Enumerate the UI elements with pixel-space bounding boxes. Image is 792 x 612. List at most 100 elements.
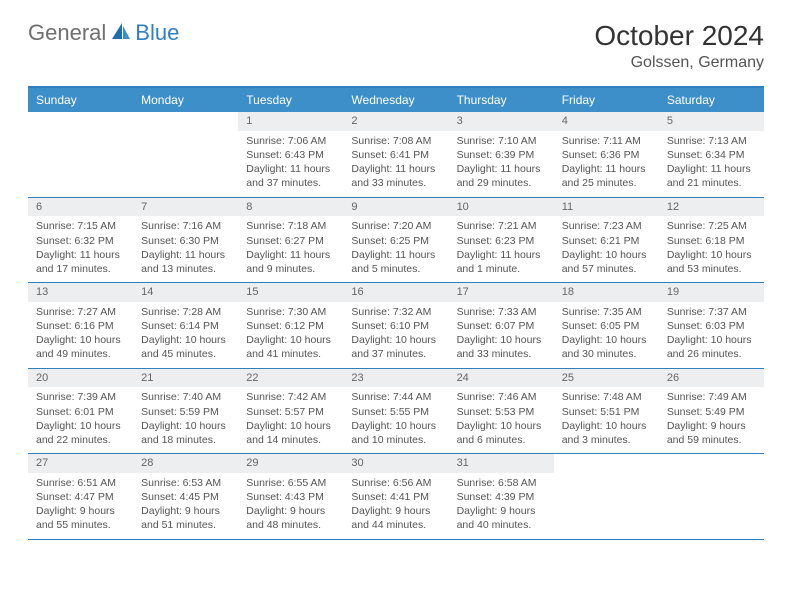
sunrise-text: Sunrise: 7:25 AM <box>667 219 756 233</box>
day-header: Monday <box>133 88 238 112</box>
day-number: 28 <box>133 454 238 473</box>
day-details: Sunrise: 7:23 AMSunset: 6:21 PMDaylight:… <box>554 216 659 282</box>
header: General Blue October 2024 Golssen, Germa… <box>28 20 764 72</box>
sunset-text: Sunset: 6:16 PM <box>36 319 125 333</box>
day-number: 16 <box>343 283 448 302</box>
day-header: Wednesday <box>343 88 448 112</box>
day-number: 3 <box>449 112 554 131</box>
daylight-text: Daylight: 9 hours and 40 minutes. <box>457 504 546 532</box>
sunset-text: Sunset: 6:01 PM <box>36 405 125 419</box>
calendar-row: 13Sunrise: 7:27 AMSunset: 6:16 PMDayligh… <box>28 283 764 369</box>
day-details: Sunrise: 7:27 AMSunset: 6:16 PMDaylight:… <box>28 302 133 368</box>
day-number: 18 <box>554 283 659 302</box>
sunrise-text: Sunrise: 7:28 AM <box>141 305 230 319</box>
calendar-cell: 18Sunrise: 7:35 AMSunset: 6:05 PMDayligh… <box>554 283 659 368</box>
day-details: Sunrise: 6:55 AMSunset: 4:43 PMDaylight:… <box>238 473 343 539</box>
daylight-text: Daylight: 11 hours and 17 minutes. <box>36 248 125 276</box>
daylight-text: Daylight: 10 hours and 18 minutes. <box>141 419 230 447</box>
sunrise-text: Sunrise: 7:40 AM <box>141 390 230 404</box>
sunset-text: Sunset: 6:36 PM <box>562 148 651 162</box>
sunset-text: Sunset: 6:07 PM <box>457 319 546 333</box>
calendar-header-row: Sunday Monday Tuesday Wednesday Thursday… <box>28 88 764 112</box>
sunrise-text: Sunrise: 6:56 AM <box>351 476 440 490</box>
sunset-text: Sunset: 6:03 PM <box>667 319 756 333</box>
day-header: Friday <box>554 88 659 112</box>
sail-icon <box>110 21 132 46</box>
daylight-text: Daylight: 10 hours and 10 minutes. <box>351 419 440 447</box>
sunrise-text: Sunrise: 6:58 AM <box>457 476 546 490</box>
sunset-text: Sunset: 6:32 PM <box>36 234 125 248</box>
calendar-cell: 29Sunrise: 6:55 AMSunset: 4:43 PMDayligh… <box>238 454 343 539</box>
daylight-text: Daylight: 10 hours and 41 minutes. <box>246 333 335 361</box>
sunrise-text: Sunrise: 7:30 AM <box>246 305 335 319</box>
day-details: Sunrise: 7:39 AMSunset: 6:01 PMDaylight:… <box>28 387 133 453</box>
daylight-text: Daylight: 11 hours and 1 minute. <box>457 248 546 276</box>
calendar-cell: 19 Sunrise: 7:37 AMSunset: 6:03 PMDayligh… <box>659 283 764 368</box>
day-details: Sunrise: 7:42 AMSunset: 5:57 PMDaylight:… <box>238 387 343 453</box>
day-number: 7 <box>133 198 238 217</box>
sunrise-text: Sunrise: 7:20 AM <box>351 219 440 233</box>
day-details: Sunrise: 7:16 AMSunset: 6:30 PMDaylight:… <box>133 216 238 282</box>
sunset-text: Sunset: 6:14 PM <box>141 319 230 333</box>
calendar-cell: 15Sunrise: 7:30 AMSunset: 6:12 PMDayligh… <box>238 283 343 368</box>
calendar-cell: 16Sunrise: 7:32 AMSunset: 6:10 PMDayligh… <box>343 283 448 368</box>
sunrise-text: Sunrise: 7:37 AM <box>667 305 756 319</box>
day-number: 5 <box>659 112 764 131</box>
daylight-text: Daylight: 11 hours and 13 minutes. <box>141 248 230 276</box>
day-details: Sunrise: 6:56 AMSunset: 4:41 PMDaylight:… <box>343 473 448 539</box>
calendar-cell: 7Sunrise: 7:16 AMSunset: 6:30 PMDaylight… <box>133 198 238 283</box>
sunset-text: Sunset: 4:45 PM <box>141 490 230 504</box>
day-number: 19 <box>659 283 764 302</box>
calendar-cell: 24Sunrise: 7:46 AMSunset: 5:53 PMDayligh… <box>449 369 554 454</box>
calendar-cell <box>659 454 764 539</box>
sunset-text: Sunset: 6:18 PM <box>667 234 756 248</box>
calendar-cell: 5Sunrise: 7:13 AMSunset: 6:34 PMDaylight… <box>659 112 764 197</box>
calendar-cell: 11Sunrise: 7:23 AMSunset: 6:21 PMDayligh… <box>554 198 659 283</box>
sunset-text: Sunset: 4:43 PM <box>246 490 335 504</box>
daylight-text: Daylight: 11 hours and 37 minutes. <box>246 162 335 190</box>
sunrise-text: Sunrise: 7:08 AM <box>351 134 440 148</box>
day-number: 10 <box>449 198 554 217</box>
day-details: Sunrise: 7:44 AMSunset: 5:55 PMDaylight:… <box>343 387 448 453</box>
sunrise-text: Sunrise: 7:23 AM <box>562 219 651 233</box>
day-details: Sunrise: 7:21 AMSunset: 6:23 PMDaylight:… <box>449 216 554 282</box>
sunset-text: Sunset: 6:34 PM <box>667 148 756 162</box>
day-details: Sunrise: 7:13 AMSunset: 6:34 PMDaylight:… <box>659 131 764 197</box>
day-number: 2 <box>343 112 448 131</box>
daylight-text: Daylight: 9 hours and 51 minutes. <box>141 504 230 532</box>
day-number: 23 <box>343 369 448 388</box>
sunset-text: Sunset: 6:27 PM <box>246 234 335 248</box>
daylight-text: Daylight: 10 hours and 45 minutes. <box>141 333 230 361</box>
daylight-text: Daylight: 9 hours and 55 minutes. <box>36 504 125 532</box>
day-details: Sunrise: 7:32 AMSunset: 6:10 PMDaylight:… <box>343 302 448 368</box>
daylight-text: Daylight: 9 hours and 48 minutes. <box>246 504 335 532</box>
day-details: Sunrise: 7:11 AMSunset: 6:36 PMDaylight:… <box>554 131 659 197</box>
sunrise-text: Sunrise: 7:06 AM <box>246 134 335 148</box>
day-number: 30 <box>343 454 448 473</box>
day-number: 13 <box>28 283 133 302</box>
calendar-cell: 25Sunrise: 7:48 AMSunset: 5:51 PMDayligh… <box>554 369 659 454</box>
sunset-text: Sunset: 5:53 PM <box>457 405 546 419</box>
daylight-text: Daylight: 10 hours and 26 minutes. <box>667 333 756 361</box>
daylight-text: Daylight: 11 hours and 21 minutes. <box>667 162 756 190</box>
daylight-text: Daylight: 10 hours and 3 minutes. <box>562 419 651 447</box>
sunset-text: Sunset: 4:41 PM <box>351 490 440 504</box>
sunset-text: Sunset: 6:25 PM <box>351 234 440 248</box>
sunrise-text: Sunrise: 7:16 AM <box>141 219 230 233</box>
day-number: 25 <box>554 369 659 388</box>
sunset-text: Sunset: 5:59 PM <box>141 405 230 419</box>
day-number: 24 <box>449 369 554 388</box>
calendar-cell: 20Sunrise: 7:39 AMSunset: 6:01 PMDayligh… <box>28 369 133 454</box>
calendar-cell: 27Sunrise: 6:51 AMSunset: 4:47 PMDayligh… <box>28 454 133 539</box>
day-details: Sunrise: 7:06 AMSunset: 6:43 PMDaylight:… <box>238 131 343 197</box>
calendar-cell: 4Sunrise: 7:11 AMSunset: 6:36 PMDaylight… <box>554 112 659 197</box>
daylight-text: Daylight: 10 hours and 14 minutes. <box>246 419 335 447</box>
sunrise-text: Sunrise: 7:15 AM <box>36 219 125 233</box>
daylight-text: Daylight: 10 hours and 53 minutes. <box>667 248 756 276</box>
daylight-text: Daylight: 10 hours and 49 minutes. <box>36 333 125 361</box>
sunset-text: Sunset: 4:39 PM <box>457 490 546 504</box>
sunrise-text: Sunrise: 7:39 AM <box>36 390 125 404</box>
day-number: 22 <box>238 369 343 388</box>
daylight-text: Daylight: 11 hours and 9 minutes. <box>246 248 335 276</box>
sunset-text: Sunset: 5:55 PM <box>351 405 440 419</box>
